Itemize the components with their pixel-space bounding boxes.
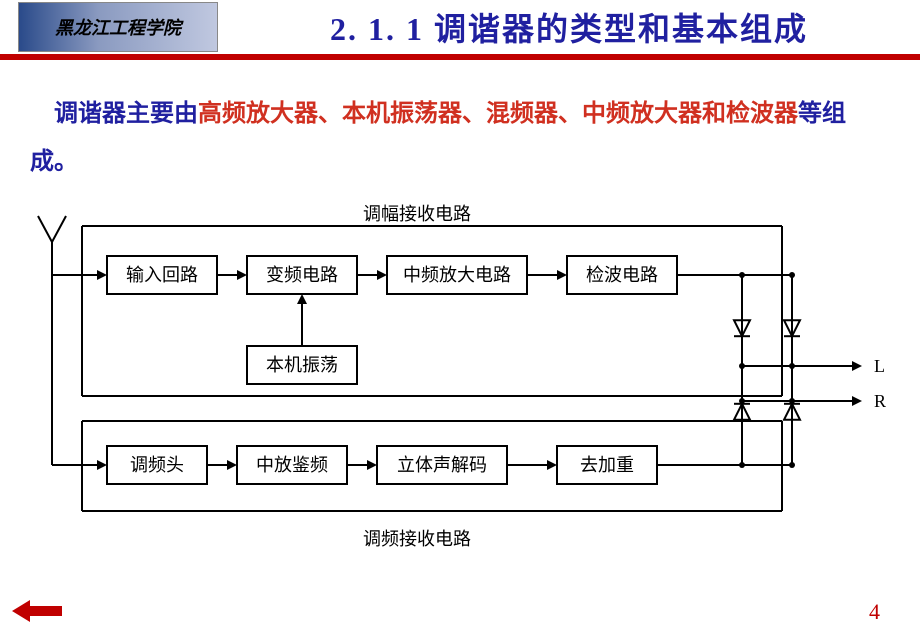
svg-text:检波电路: 检波电路	[586, 265, 658, 285]
svg-text:变频电路: 变频电路	[266, 265, 338, 285]
svg-text:中频放大电路: 中频放大电路	[403, 265, 511, 285]
svg-text:调频接收电路: 调频接收电路	[363, 529, 471, 549]
intro-paragraph: 调谐器主要由高频放大器、本机振荡器、混频器、中频放大器和检波器等组成。	[30, 90, 890, 186]
page-number: 4	[869, 599, 880, 625]
svg-text:R: R	[874, 391, 886, 411]
intro-highlight: 高频放大器、本机振荡器、混频器、中频放大器和检波器	[198, 101, 798, 127]
svg-text:中放鉴频: 中放鉴频	[256, 455, 328, 475]
intro-prefix: 调谐器主要由	[54, 101, 198, 127]
svg-text:L: L	[874, 356, 885, 376]
slide-header: 黑龙江工程学院 2. 1. 1 调谐器的类型和基本组成	[0, 0, 920, 60]
block-diagram: 调幅接收电路输入回路 变频电路 中频放大电路 检波电路本机振荡调频头 中放鉴频 立体声解码…	[22, 196, 898, 556]
svg-text:去加重: 去加重	[580, 455, 634, 475]
svg-text:调幅接收电路: 调幅接收电路	[363, 204, 471, 224]
diagram-svg: 调幅接收电路输入回路 变频电路 中频放大电路 检波电路本机振荡调频头 中放鉴频 立体声解码…	[22, 196, 892, 556]
university-logo: 黑龙江工程学院	[18, 2, 218, 52]
svg-text:输入回路: 输入回路	[126, 265, 198, 285]
back-arrow-icon[interactable]	[12, 600, 62, 627]
svg-text:调频头: 调频头	[130, 455, 184, 475]
slide-title: 2. 1. 1 调谐器的类型和基本组成	[218, 4, 920, 50]
logo-text: 黑龙江工程学院	[55, 14, 181, 40]
svg-text:立体声解码: 立体声解码	[397, 455, 487, 475]
svg-text:本机振荡: 本机振荡	[266, 355, 338, 375]
